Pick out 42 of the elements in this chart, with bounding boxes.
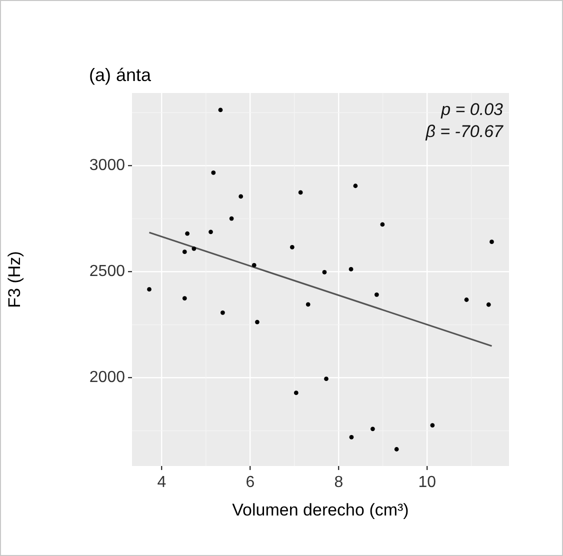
point (322, 270, 327, 274)
point (211, 170, 216, 175)
point (370, 426, 375, 432)
x-axis-title: Volumen derecho (cm³) (232, 500, 409, 520)
point (182, 250, 187, 254)
point (208, 230, 213, 234)
point (306, 302, 310, 307)
point (374, 292, 379, 297)
x-tick-label: 6 (246, 474, 255, 492)
annotation: β = -70.67 (424, 122, 504, 141)
x-tick-label: 4 (157, 474, 166, 492)
point (380, 222, 385, 227)
y-tick-label: 2000 (89, 369, 126, 386)
point (490, 240, 494, 244)
point (147, 287, 152, 292)
y-tick-label: 2500 (89, 263, 126, 280)
point (290, 244, 294, 250)
point (255, 320, 260, 324)
point (324, 376, 328, 382)
point (192, 246, 196, 251)
point (218, 108, 223, 112)
point (252, 262, 256, 268)
point (294, 390, 298, 396)
point (430, 423, 435, 428)
y-tick-label: 3000 (89, 157, 126, 174)
point (220, 310, 225, 315)
point (349, 434, 354, 440)
x-tick-label: 8 (334, 474, 344, 492)
point (238, 194, 244, 199)
annotation: p = 0.03 (440, 100, 504, 119)
y-axis-title: F3 (Hz) (4, 251, 24, 308)
point (185, 231, 190, 236)
point (464, 298, 469, 302)
point (182, 296, 187, 300)
point (394, 447, 399, 452)
chart-title: (a) ánta (89, 65, 152, 85)
point (229, 216, 234, 221)
point (348, 267, 354, 272)
point (486, 302, 491, 307)
point (353, 184, 358, 188)
point (298, 190, 303, 195)
x-tick-label: 10 (418, 474, 436, 492)
